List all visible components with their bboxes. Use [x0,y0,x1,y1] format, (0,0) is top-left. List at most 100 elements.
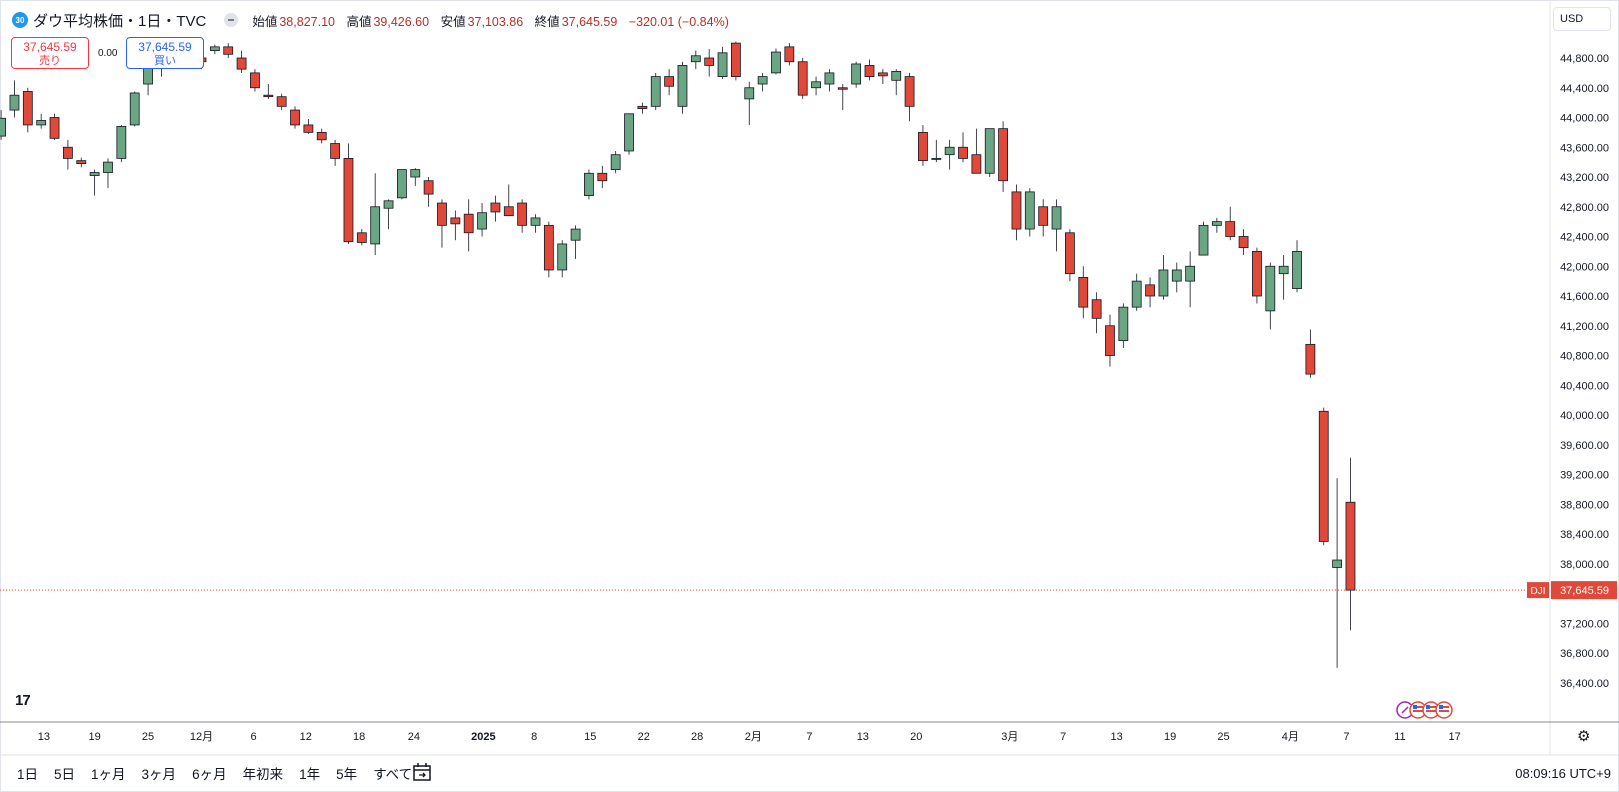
candle [624,113,634,155]
candle-body [263,94,274,98]
candle-body [490,202,501,213]
candle [22,87,33,133]
price-tick-label: 37,200.00 [1560,618,1609,630]
time-tick-label: 7 [806,731,812,743]
price-tick-label: 38,400.00 [1560,529,1609,541]
time-tick-label: 4月 [1282,731,1299,743]
candles [0,41,1356,668]
time-tick-label: 13 [857,731,869,743]
candle-body [89,172,100,176]
candle [129,91,140,127]
candle-body [276,96,287,107]
candle-body [1252,250,1262,297]
buy-button[interactable]: 37,645.59 買い [126,37,204,69]
candle [450,210,461,241]
candle-body [36,120,47,126]
symbol-title[interactable]: ダウ平均株価・1日・TVC [33,12,207,30]
range-5y[interactable]: 5年 [336,767,358,782]
candle-body [316,131,327,141]
time-tick-label: 3月 [1001,731,1018,743]
candle-body [664,76,674,87]
chart-header: 30 ダウ平均株価・1日・TVC 始値 38,827.10 高値 39,426.60… [12,10,729,30]
calendar-range-icon[interactable] [411,761,433,783]
candle [1265,262,1276,330]
candle-body [624,113,634,152]
candle [63,139,73,170]
range-all[interactable]: すべて [373,767,413,782]
candle [1238,229,1249,256]
candle [958,132,968,163]
time-tick-label: 28 [691,731,703,743]
candle-body [557,243,568,271]
candle-body [811,81,821,89]
time-tick-label: 8 [531,731,537,743]
candle-body [570,228,581,241]
candle-body [744,87,755,100]
candle [1078,266,1089,319]
candle [517,199,528,233]
candle [1105,314,1115,367]
candle-body [22,91,33,126]
candle-body [797,61,808,96]
candle [356,229,367,246]
candle [490,195,501,222]
candle [396,169,407,200]
range-1m[interactable]: 1ヶ月 [91,767,126,782]
last-price-value: 37,645.59 [1560,585,1609,597]
candle [1305,329,1316,378]
candle [236,50,247,73]
currency-select[interactable]: USD [1553,7,1611,31]
time-tick-label: 17 [1449,731,1461,743]
candle [971,128,982,174]
candle [263,84,274,99]
candle [276,93,287,111]
collapse-legend-icon[interactable] [224,13,239,27]
candle [931,139,942,163]
price-tick-label: 39,600.00 [1560,440,1609,452]
candle [557,240,568,278]
candle [1225,206,1236,241]
candle-body [477,212,487,230]
candle [610,150,621,174]
candle-body [343,158,354,243]
grid-lines [0,0,1619,756]
event-markers[interactable] [1396,700,1456,720]
candle [984,128,995,177]
range-ytd[interactable]: 年初来 [242,767,284,782]
range-5d[interactable]: 5日 [54,767,76,782]
price-tick-label: 40,000.00 [1560,410,1609,422]
candle [1171,262,1182,293]
candle [811,76,821,96]
candle [1051,199,1062,252]
clock-timezone[interactable]: 08:09:16 UTC+9 [1515,766,1611,781]
candle [1345,457,1356,631]
sell-button[interactable]: 37,645.59 売り [11,37,89,69]
gear-icon[interactable]: ⚙ [1577,728,1591,745]
candle-body [129,92,140,126]
candle-body [597,172,608,182]
candle [851,61,862,88]
candle-body [1332,559,1342,568]
candle-body [704,57,715,66]
range-3m[interactable]: 3ヶ月 [141,767,177,782]
change-value: −320.01 (−0.84%) [628,14,729,29]
tradingview-logo-icon[interactable]: 17 [15,692,31,709]
candle-body [410,169,421,178]
candle-body [1265,265,1276,312]
candle [1198,221,1209,256]
candle [1252,247,1262,304]
candle-body [918,131,928,162]
candle [1158,255,1169,300]
candle-body [1278,265,1289,275]
candle-body [0,117,6,137]
candle-body [116,126,127,159]
range-1y[interactable]: 1年 [299,767,321,782]
candle [891,69,902,96]
range-6m[interactable]: 6ヶ月 [192,767,227,782]
range-1d[interactable]: 1日 [17,767,39,782]
candle-body [1305,343,1316,375]
time-tick-label: 2月 [745,731,762,743]
candle-body [837,87,848,90]
price-tick-label: 36,800.00 [1560,648,1609,660]
